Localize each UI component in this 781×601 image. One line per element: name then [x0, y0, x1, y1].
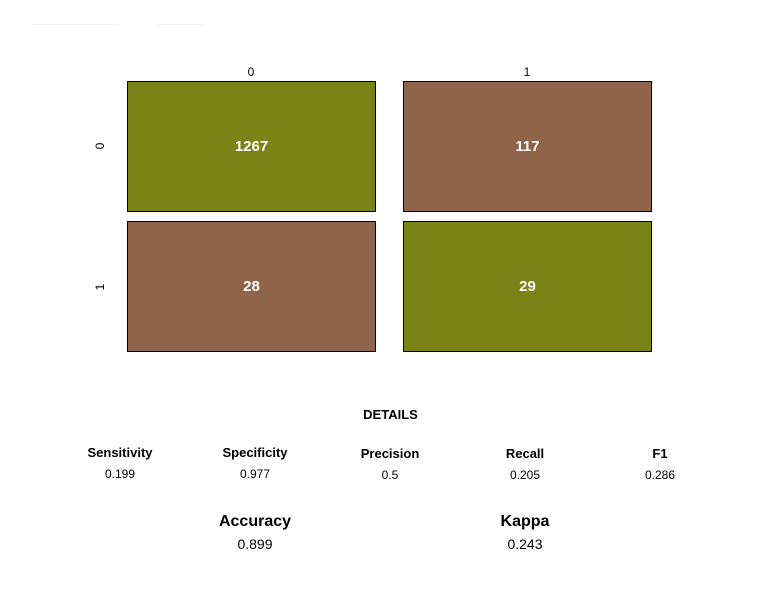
row-label-0: 0 [93, 142, 107, 150]
metric-value: 0.899 [237, 536, 273, 552]
metric-value: 0.286 [644, 468, 676, 482]
metric-name: Kappa [500, 513, 550, 530]
metric-value: 0.199 [104, 467, 136, 481]
matrix-cell-1-1: 29 [403, 221, 652, 352]
metric-value: 0.205 [509, 468, 541, 482]
matrix-cell-0-0: 1267 [127, 81, 376, 212]
metric-name: Sensitivity [87, 445, 153, 460]
faint-header-line [158, 24, 204, 25]
metric-name: Recall [505, 446, 545, 461]
faint-header-line [32, 24, 118, 25]
metric-precision: Precision 0.5 [330, 446, 450, 483]
matrix-cell-1-0: 28 [127, 221, 376, 352]
metric-value: 0.243 [507, 536, 543, 552]
metric-specificity: Specificity 0.977 [195, 445, 315, 482]
metric-f1: F1 0.286 [600, 446, 720, 483]
metric-value: 0.977 [239, 467, 271, 481]
row-label-1: 1 [93, 283, 107, 291]
column-label-0: 0 [247, 65, 255, 79]
metric-name: Precision [360, 446, 420, 461]
metric-name: Accuracy [218, 513, 292, 530]
metric-sensitivity: Sensitivity 0.199 [60, 445, 180, 482]
details-title: DETAILS [363, 407, 418, 422]
metric-kappa: Kappa 0.243 [445, 513, 605, 553]
metric-accuracy: Accuracy 0.899 [175, 513, 335, 553]
metric-recall: Recall 0.205 [465, 446, 585, 483]
matrix-cell-0-1: 117 [403, 81, 652, 212]
metric-name: Specificity [222, 445, 288, 460]
metric-value: 0.5 [381, 468, 399, 482]
column-label-1: 1 [523, 65, 531, 79]
metric-name: F1 [652, 446, 668, 461]
